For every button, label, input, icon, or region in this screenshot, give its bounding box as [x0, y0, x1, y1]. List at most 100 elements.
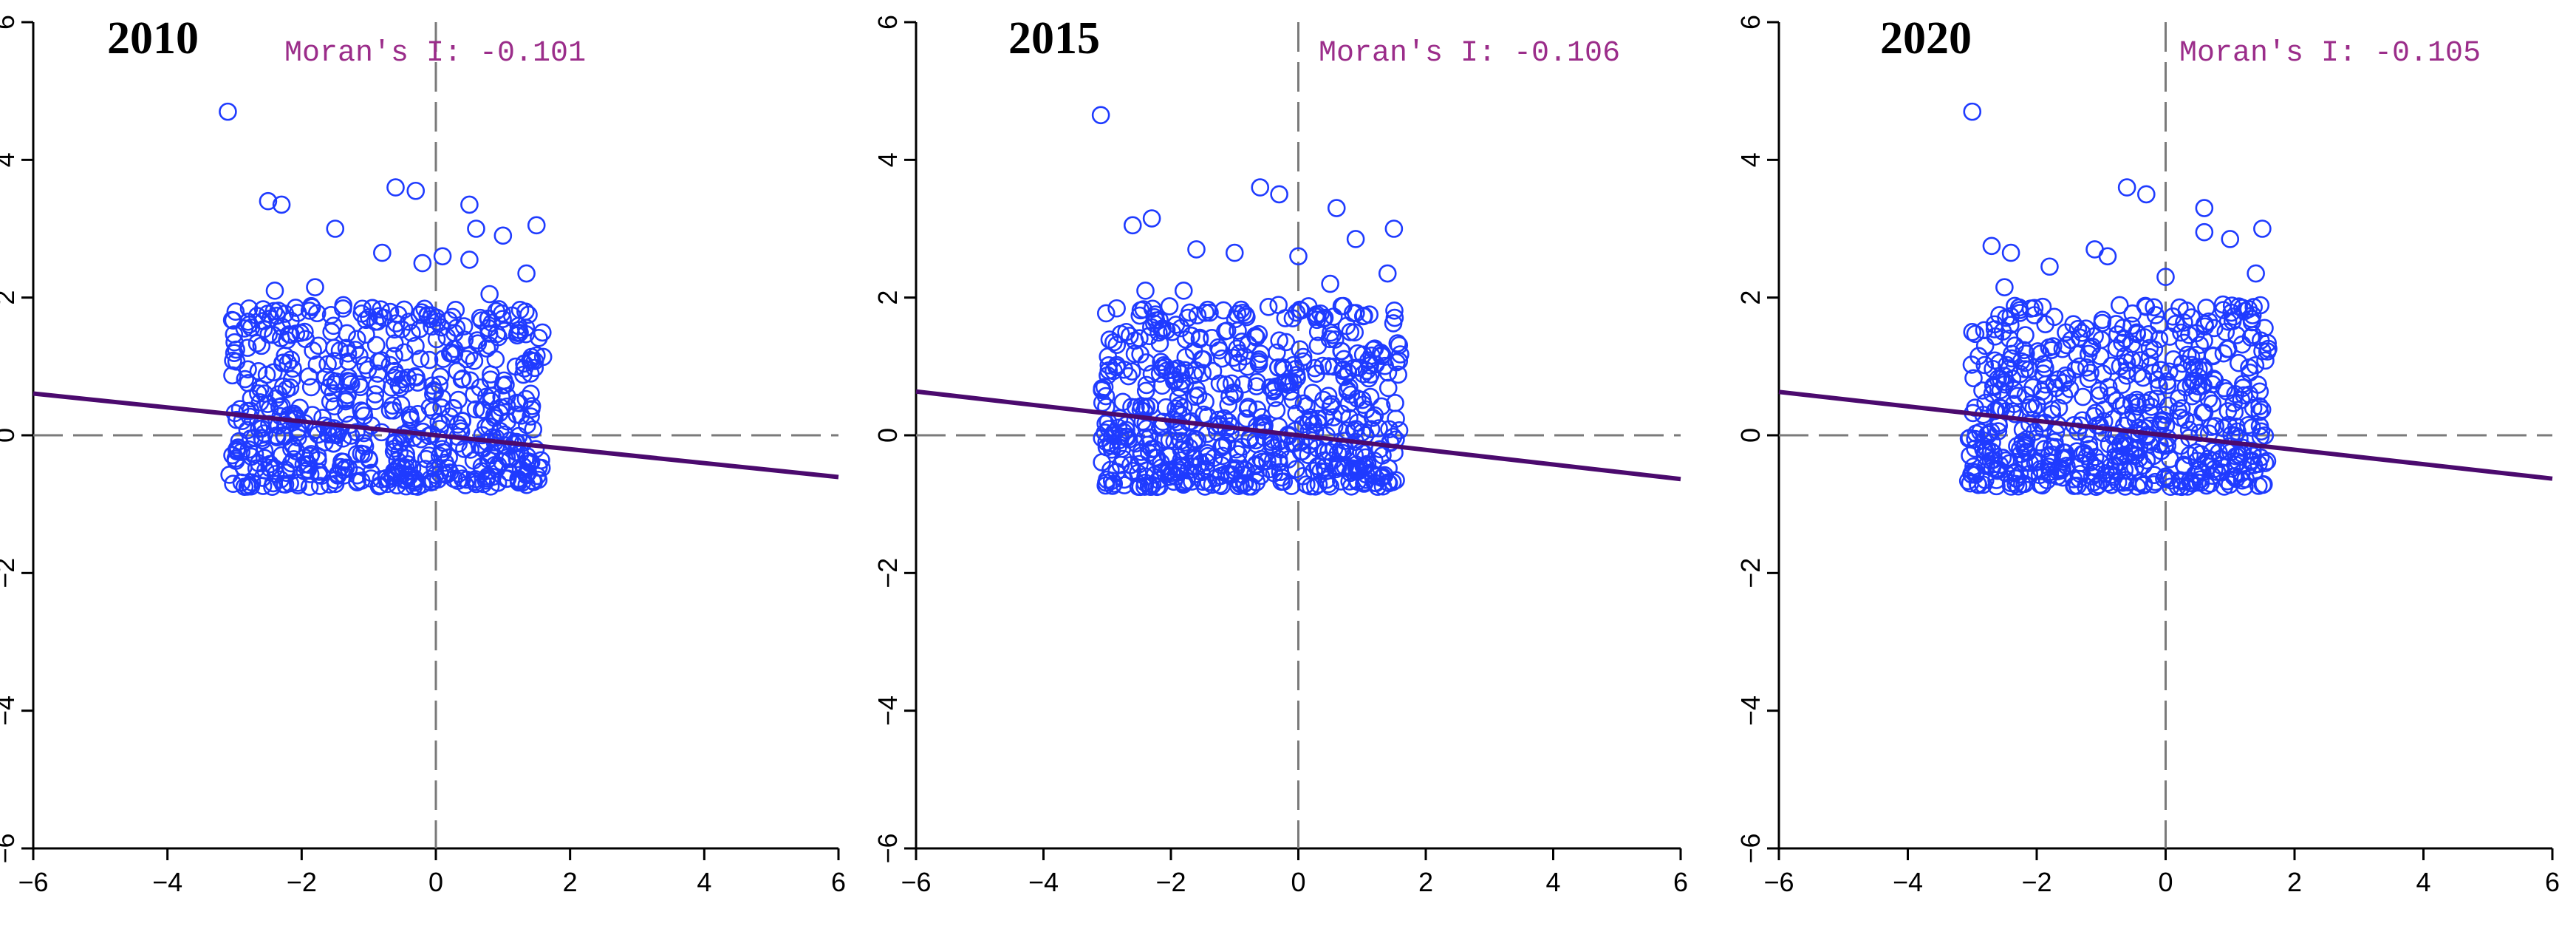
data-point — [284, 437, 303, 456]
x-tick-label: 4 — [2416, 867, 2430, 897]
x-tick-label: −2 — [1155, 867, 1186, 897]
data-point — [522, 347, 541, 367]
data-point — [2024, 398, 2043, 418]
data-point — [336, 458, 355, 477]
data-point — [273, 474, 293, 494]
data-point — [2111, 437, 2130, 456]
data-point — [2128, 477, 2147, 496]
data-point — [386, 314, 406, 333]
data-point — [1123, 216, 1142, 235]
y-tick-label: 4 — [872, 152, 903, 167]
data-point — [1982, 236, 2001, 256]
data-point — [1294, 466, 1313, 486]
data-point — [1383, 473, 1402, 491]
data-point — [1251, 178, 1270, 197]
data-point — [437, 466, 456, 485]
y-tick-label: 0 — [1735, 428, 1766, 443]
data-point — [1357, 471, 1376, 489]
data-point — [322, 322, 341, 341]
x-tick-label: 0 — [428, 867, 443, 897]
data-point — [2000, 329, 2019, 348]
data-point — [2015, 341, 2034, 360]
data-point — [1995, 372, 2015, 391]
data-point — [2040, 257, 2059, 276]
data-point — [1132, 397, 1151, 415]
data-point — [2058, 369, 2077, 387]
data-point — [444, 399, 462, 418]
x-tick-label: 0 — [2158, 867, 2173, 897]
data-point — [1199, 473, 1217, 491]
regression-line — [1778, 389, 2553, 481]
data-point — [2085, 457, 2105, 477]
data-point — [1271, 463, 1290, 482]
data-point — [1166, 399, 1185, 418]
data-point — [253, 469, 272, 487]
data-point — [300, 477, 319, 496]
data-point — [2012, 445, 2030, 463]
data-point — [2006, 469, 2025, 488]
data-point — [2144, 364, 2163, 382]
data-point — [1175, 361, 1195, 380]
data-point — [1182, 326, 1200, 345]
data-point — [407, 368, 426, 387]
data-point — [1249, 353, 1268, 371]
data-point — [2191, 474, 2210, 492]
data-point — [336, 390, 355, 409]
data-point — [471, 308, 490, 327]
data-point — [1272, 472, 1291, 491]
data-point — [334, 296, 353, 315]
data-point — [2197, 299, 2215, 317]
data-point — [1320, 330, 1339, 349]
data-point — [2255, 454, 2275, 472]
scatter-panel-2015: −6 −4 −2 0 2 4 6 −6 −4 −2 0 2 4 6 2015 Moran's I: -0.10… — [872, 13, 1688, 897]
data-point — [325, 352, 344, 370]
data-point — [1259, 298, 1278, 316]
data-point — [2107, 391, 2126, 410]
data-point — [2112, 375, 2131, 395]
data-point — [1189, 386, 1208, 405]
data-point — [1136, 467, 1155, 486]
data-point — [2228, 422, 2247, 441]
data-point — [2028, 452, 2046, 471]
data-point — [1274, 358, 1292, 377]
data-point — [493, 376, 513, 395]
data-point — [2091, 347, 2110, 366]
data-point — [2205, 371, 2224, 389]
data-point — [2227, 447, 2245, 466]
data-point — [1355, 474, 1373, 493]
data-point — [2218, 402, 2238, 421]
data-point — [2178, 345, 2197, 364]
data-point — [1172, 372, 1191, 391]
data-point — [1213, 446, 1232, 466]
data-point — [2040, 338, 2059, 357]
x-tick-label: 6 — [1673, 867, 1688, 897]
data-point — [1990, 353, 2009, 372]
data-point — [516, 302, 535, 321]
data-point — [2114, 473, 2132, 492]
y-tick-label: −2 — [0, 558, 20, 588]
data-point — [272, 195, 291, 214]
data-point — [1285, 421, 1305, 440]
data-point — [464, 451, 483, 470]
data-point — [385, 347, 403, 365]
data-point — [255, 449, 274, 468]
data-point — [326, 474, 345, 494]
data-point — [482, 387, 501, 406]
data-point — [379, 470, 398, 489]
data-point — [1154, 430, 1173, 449]
data-point — [2053, 339, 2072, 358]
data-point — [1266, 377, 1285, 396]
data-point — [1269, 358, 1288, 377]
panel-year-title: 2010 — [107, 13, 199, 64]
data-point — [264, 302, 284, 321]
y-tick-label: −6 — [0, 833, 20, 863]
data-point — [1332, 296, 1351, 316]
data-point — [359, 449, 378, 468]
data-point — [368, 312, 387, 331]
data-point — [490, 300, 508, 319]
data-point — [1095, 378, 1114, 397]
data-point — [394, 343, 414, 362]
data-point — [2217, 382, 2236, 401]
data-point — [480, 285, 499, 304]
data-point — [299, 455, 318, 474]
